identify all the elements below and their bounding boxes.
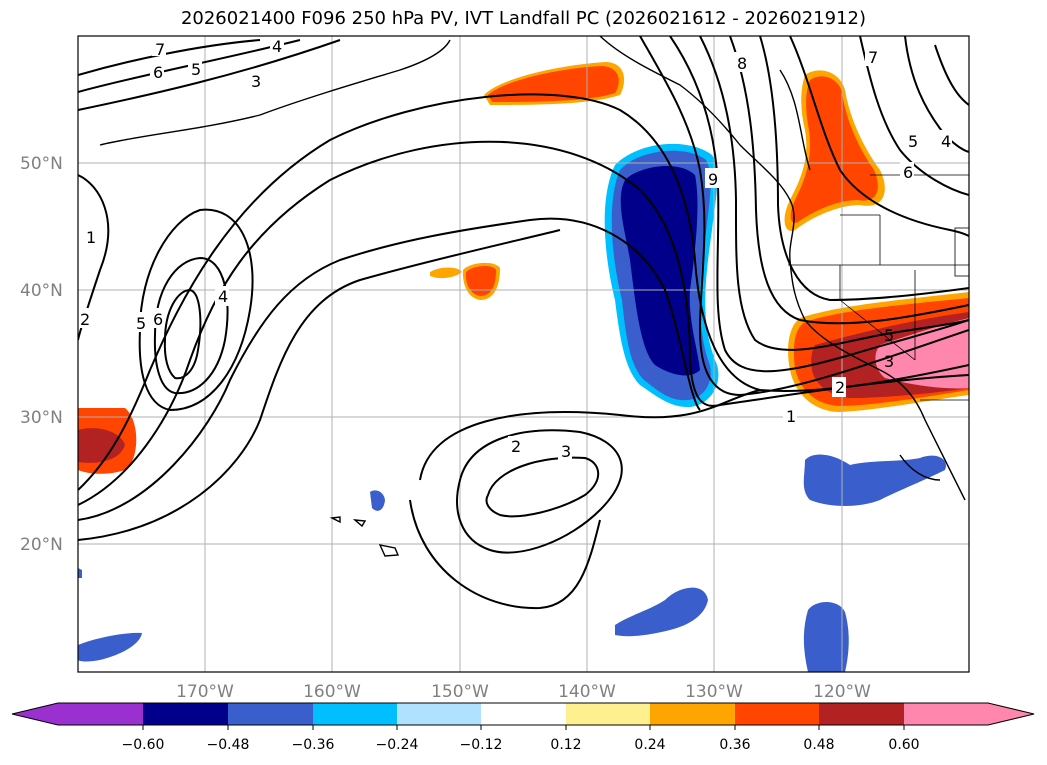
- colorbar-tick-1: −0.48: [207, 737, 250, 753]
- contour-label-1b: 1: [786, 407, 796, 426]
- colorbar-tick-5: 0.12: [550, 737, 581, 753]
- contour-label-5a: 5: [191, 60, 201, 79]
- contour-label-7a: 7: [155, 40, 165, 59]
- contour-label-2c: 2: [835, 378, 845, 397]
- lon-label-130w: 130°W: [685, 682, 743, 702]
- contour-label-4b: 4: [218, 287, 228, 306]
- contour-label-5c: 5: [908, 132, 918, 151]
- contour-label-6c: 6: [903, 163, 913, 182]
- contour-label-4a: 4: [272, 37, 282, 56]
- contour-label-2b: 2: [511, 437, 521, 456]
- colorbar-seg-5: [481, 703, 566, 725]
- lon-label-160w: 160°W: [303, 682, 361, 702]
- lon-label-150w: 150°W: [431, 682, 489, 702]
- contour-label-5b: 5: [136, 314, 146, 333]
- longitude-labels: 170°W 160°W 150°W 140°W 130°W 120°W: [176, 682, 871, 702]
- lat-label-40n: 40°N: [20, 281, 63, 301]
- colorbar-seg-2: [228, 703, 313, 725]
- lat-label-20n: 20°N: [20, 535, 63, 555]
- contour-label-8: 8: [737, 54, 747, 73]
- colorbar-seg-8: [735, 703, 819, 725]
- contour-label-group: 7 6 5 4 3 1 2 5 6 4 9 8 7 5: [78, 36, 952, 461]
- coastlines: [99, 36, 966, 557]
- political-borders: [788, 174, 969, 401]
- colorbar-tick-9: 0.60: [888, 737, 919, 753]
- contour-label-3b: 3: [561, 442, 571, 461]
- contour-label-1a: 1: [86, 228, 96, 247]
- lat-label-30n: 30°N: [20, 408, 63, 428]
- map-title: 2026021400 F096 250 hPa PV, IVT Landfall…: [180, 8, 867, 29]
- contour-label-3a: 3: [251, 72, 261, 91]
- lon-label-170w: 170°W: [176, 682, 234, 702]
- colorbar-tick-2: −0.36: [292, 737, 335, 753]
- contour-label-3c: 3: [884, 352, 894, 371]
- colorbar-tick-7: 0.36: [719, 737, 750, 753]
- lon-label-120w: 120°W: [813, 682, 871, 702]
- colorbar-tick-0: −0.60: [122, 737, 165, 753]
- colorbar-seg-4: [397, 703, 481, 725]
- contour-label-5d: 5: [884, 326, 894, 345]
- latitude-labels: 50°N 40°N 30°N 20°N: [20, 154, 63, 555]
- map-border: [77, 35, 970, 673]
- colorbar-tick-6: 0.24: [634, 737, 665, 753]
- contour-label-2a: 2: [80, 310, 90, 329]
- colorbar: −0.60 −0.48 −0.36 −0.24 −0.12 0.12 0.24 …: [11, 702, 1035, 753]
- graticule: [78, 36, 969, 672]
- colorbar-tick-8: 0.48: [803, 737, 834, 753]
- colorbar-seg-3: [313, 703, 397, 725]
- colorbar-seg-9: [819, 703, 904, 725]
- contour-label-6a: 6: [153, 63, 163, 82]
- colorbar-seg-6: [566, 703, 650, 725]
- contour-label-7b: 7: [868, 48, 878, 67]
- colorbar-tick-3: −0.24: [376, 737, 419, 753]
- colorbar-tick-4: −0.12: [460, 737, 503, 753]
- lon-label-140w: 140°W: [558, 682, 616, 702]
- colorbar-extend-high: [904, 703, 1034, 725]
- contour-label-9: 9: [708, 170, 718, 189]
- colorbar-seg-7: [650, 703, 735, 725]
- colorbar-seg-1: [143, 703, 228, 725]
- colorbar-extend-low: [12, 703, 143, 725]
- contour-label-4c: 4: [941, 132, 951, 151]
- pv-contours: [78, 36, 969, 610]
- lat-label-50n: 50°N: [20, 154, 63, 174]
- contour-label-6b: 6: [153, 310, 163, 329]
